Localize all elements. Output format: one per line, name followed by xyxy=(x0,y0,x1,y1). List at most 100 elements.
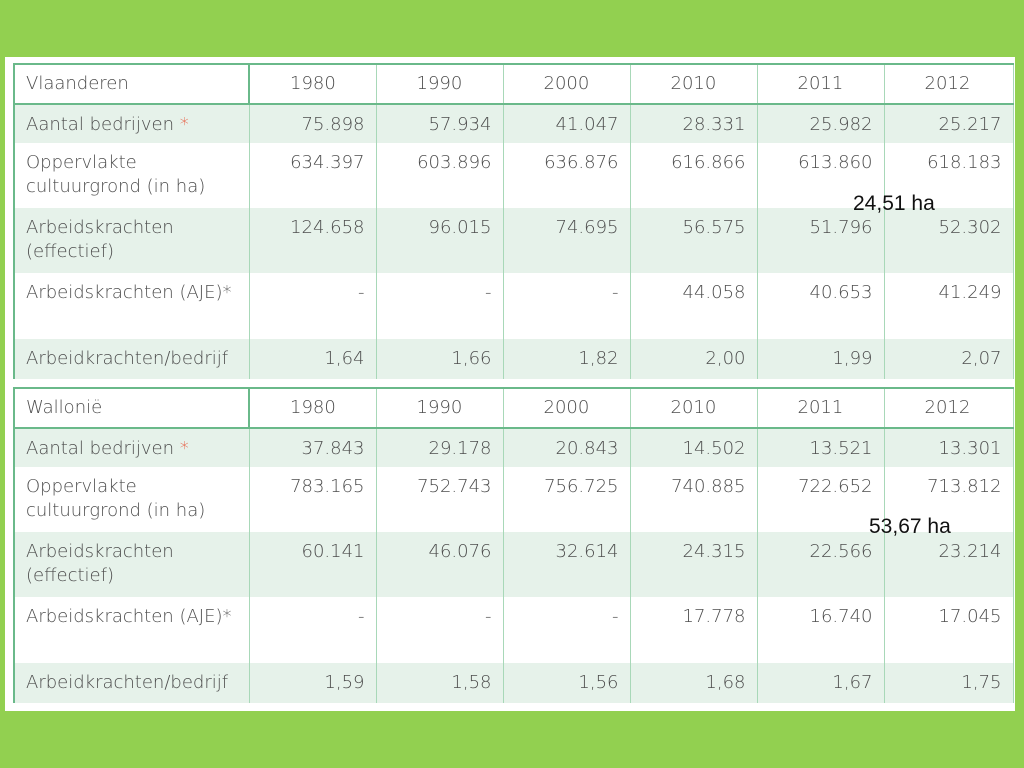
year-header: 1990 xyxy=(375,387,504,429)
table-cell: 17.045 xyxy=(883,597,1014,663)
row-label: Aantal bedrijven * xyxy=(13,104,250,143)
table-cell: 713.812 xyxy=(883,467,1014,532)
table-cell: 722.652 xyxy=(756,467,885,532)
asterisk-marker: * xyxy=(179,114,189,135)
table-cell: 96.015 xyxy=(375,208,504,273)
region-label: Wallonië xyxy=(13,387,250,429)
year-header: 1990 xyxy=(375,63,504,105)
table-row: Arbeidskrachten (effectief) 60.141 46.07… xyxy=(13,532,1014,597)
table-cell: 2,00 xyxy=(629,339,758,379)
table-cell: 29.178 xyxy=(375,428,504,467)
table-cell: 618.183 xyxy=(883,143,1014,208)
year-header: 2012 xyxy=(883,63,1014,105)
table-wallonie: Wallonië 1980 1990 2000 2010 2011 2012 A… xyxy=(13,387,1014,703)
row-label: Oppervlakte cultuurgrond (in ha) xyxy=(13,143,250,208)
table-cell: 57.934 xyxy=(375,104,504,143)
table-row: Arbeidskrachten (effectief) 124.658 96.0… xyxy=(13,208,1014,273)
year-header: 2010 xyxy=(629,63,758,105)
table-cell: 20.843 xyxy=(502,428,631,467)
table-cell: 51.796 xyxy=(756,208,885,273)
table-cell: 60.141 xyxy=(248,532,377,597)
table-row: Oppervlakte cultuurgrond (in ha) 783.165… xyxy=(13,467,1014,532)
table-cell: - xyxy=(375,597,504,663)
table-cell: - xyxy=(502,597,631,663)
table-cell: 756.725 xyxy=(502,467,631,532)
table-cell: 2,07 xyxy=(883,339,1014,379)
row-label: Arbeidskrachten (effectief) xyxy=(13,532,250,597)
table-cell: 752.743 xyxy=(375,467,504,532)
row-label: Arbeidskrachten (AJE)* xyxy=(13,273,250,339)
table-cell: 75.898 xyxy=(248,104,377,143)
table-cell: 56.575 xyxy=(629,208,758,273)
table-cell: 1,82 xyxy=(502,339,631,379)
table-cell: 636.876 xyxy=(502,143,631,208)
table-cell: 22.566 xyxy=(756,532,885,597)
row-label: Arbeidkrachten/bedrijf xyxy=(13,663,250,703)
table-cell: 1,99 xyxy=(756,339,885,379)
row-label: Arbeidkrachten/bedrijf xyxy=(13,339,250,379)
table-cell: - xyxy=(248,273,377,339)
table-vlaanderen: Vlaanderen 1980 1990 2000 2010 2011 2012… xyxy=(13,63,1014,379)
table-cell: 40.653 xyxy=(756,273,885,339)
year-header: 1980 xyxy=(248,63,377,105)
table-cell: 17.778 xyxy=(629,597,758,663)
table-cell: 46.076 xyxy=(375,532,504,597)
table-cell: 1,67 xyxy=(756,663,885,703)
table-row: Oppervlakte cultuurgrond (in ha) 634.397… xyxy=(13,143,1014,208)
table-cell: 23.214 xyxy=(883,532,1014,597)
year-header: 2011 xyxy=(756,387,885,429)
table-row: Aantal bedrijven * 37.843 29.178 20.843 … xyxy=(13,428,1014,467)
table-row: Arbeidkrachten/bedrijf 1,64 1,66 1,82 2,… xyxy=(13,339,1014,379)
table-cell: 25.982 xyxy=(756,104,885,143)
table-cell: 13.521 xyxy=(756,428,885,467)
table-cell: 783.165 xyxy=(248,467,377,532)
table-cell: 28.331 xyxy=(629,104,758,143)
table-cell: 1,64 xyxy=(248,339,377,379)
table-cell: 603.896 xyxy=(375,143,504,208)
year-header: 2000 xyxy=(502,387,631,429)
table-row: Aantal bedrijven * 75.898 57.934 41.047 … xyxy=(13,104,1014,143)
table-cell: - xyxy=(502,273,631,339)
table-cell: 1,66 xyxy=(375,339,504,379)
table-cell: 37.843 xyxy=(248,428,377,467)
annotation-wallonie-avg-area: 53,67 ha xyxy=(869,515,951,538)
table-cell: 124.658 xyxy=(248,208,377,273)
table-cell: 44.058 xyxy=(629,273,758,339)
row-label: Oppervlakte cultuurgrond (in ha) xyxy=(13,467,250,532)
row-label: Arbeidskrachten (AJE)* xyxy=(13,597,250,663)
table-cell: 52.302 xyxy=(883,208,1014,273)
table-cell: 740.885 xyxy=(629,467,758,532)
table-cell: 41.249 xyxy=(883,273,1014,339)
table-cell: 32.614 xyxy=(502,532,631,597)
table-row: Arbeidskrachten (AJE)* - - - 44.058 40.6… xyxy=(13,273,1014,339)
year-header: 2000 xyxy=(502,63,631,105)
table-row: Arbeidskrachten (AJE)* - - - 17.778 16.7… xyxy=(13,597,1014,663)
year-header: 2010 xyxy=(629,387,758,429)
table-cell: 16.740 xyxy=(756,597,885,663)
table-cell: 13.301 xyxy=(883,428,1014,467)
asterisk-marker: * xyxy=(179,438,189,459)
table-cell: 41.047 xyxy=(502,104,631,143)
table-cell: 1,68 xyxy=(629,663,758,703)
year-header: 2012 xyxy=(883,387,1014,429)
table-cell: 1,56 xyxy=(502,663,631,703)
table-cell: 613.860 xyxy=(756,143,885,208)
table-cell: 634.397 xyxy=(248,143,377,208)
table-row: Arbeidkrachten/bedrijf 1,59 1,58 1,56 1,… xyxy=(13,663,1014,703)
table-cell: 74.695 xyxy=(502,208,631,273)
region-label: Vlaanderen xyxy=(13,63,250,105)
header-row: Vlaanderen 1980 1990 2000 2010 2011 2012 xyxy=(13,63,1014,105)
annotation-vlaanderen-avg-area: 24,51 ha xyxy=(853,192,935,215)
header-row: Wallonië 1980 1990 2000 2010 2011 2012 xyxy=(13,387,1014,429)
table-cell: 24.315 xyxy=(629,532,758,597)
table-cell: 1,58 xyxy=(375,663,504,703)
table-cell: 1,59 xyxy=(248,663,377,703)
row-label: Aantal bedrijven * xyxy=(13,428,250,467)
table-cell: - xyxy=(375,273,504,339)
year-header: 1980 xyxy=(248,387,377,429)
row-label: Arbeidskrachten (effectief) xyxy=(13,208,250,273)
year-header: 2011 xyxy=(756,63,885,105)
table-cell: 1,75 xyxy=(883,663,1014,703)
table-cell: 25.217 xyxy=(883,104,1014,143)
table-cell: - xyxy=(248,597,377,663)
